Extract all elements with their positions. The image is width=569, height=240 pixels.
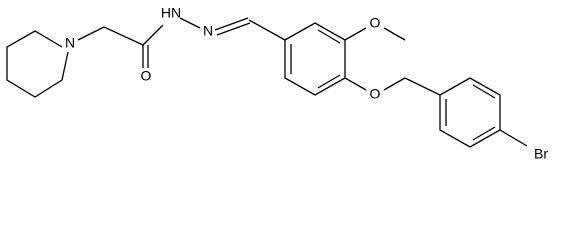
- bond: [472, 84, 496, 99]
- bond: [142, 24, 164, 46]
- bond: [77, 26, 105, 41]
- bond: [317, 29, 341, 44]
- atom-label: N: [65, 35, 75, 51]
- bond: [383, 77, 406, 91]
- bond: [383, 27, 406, 41]
- bond: [317, 74, 341, 89]
- benzene-ring: [439, 77, 501, 148]
- bond: [103, 26, 144, 46]
- atom-label: N: [203, 23, 213, 39]
- bonds: [6, 17, 528, 148]
- atom-label: O: [370, 15, 381, 31]
- bond: [404, 77, 441, 96]
- piperidine-ring: [6, 30, 69, 98]
- atom-label: Br: [534, 146, 548, 162]
- bond: [248, 19, 286, 41]
- bond: [472, 126, 496, 141]
- structure-diagram: N O HN N O O Br: [6, 5, 548, 162]
- bond: [179, 17, 201, 29]
- bond: [214, 17, 249, 31]
- benzene-ring: [284, 22, 346, 96]
- atom-label: O: [141, 68, 152, 84]
- atom-label: HN: [161, 5, 181, 21]
- bond: [216, 22, 251, 36]
- bond: [499, 129, 528, 147]
- bond: [344, 77, 367, 91]
- atom-label: O: [370, 86, 381, 102]
- bond: [344, 27, 367, 41]
